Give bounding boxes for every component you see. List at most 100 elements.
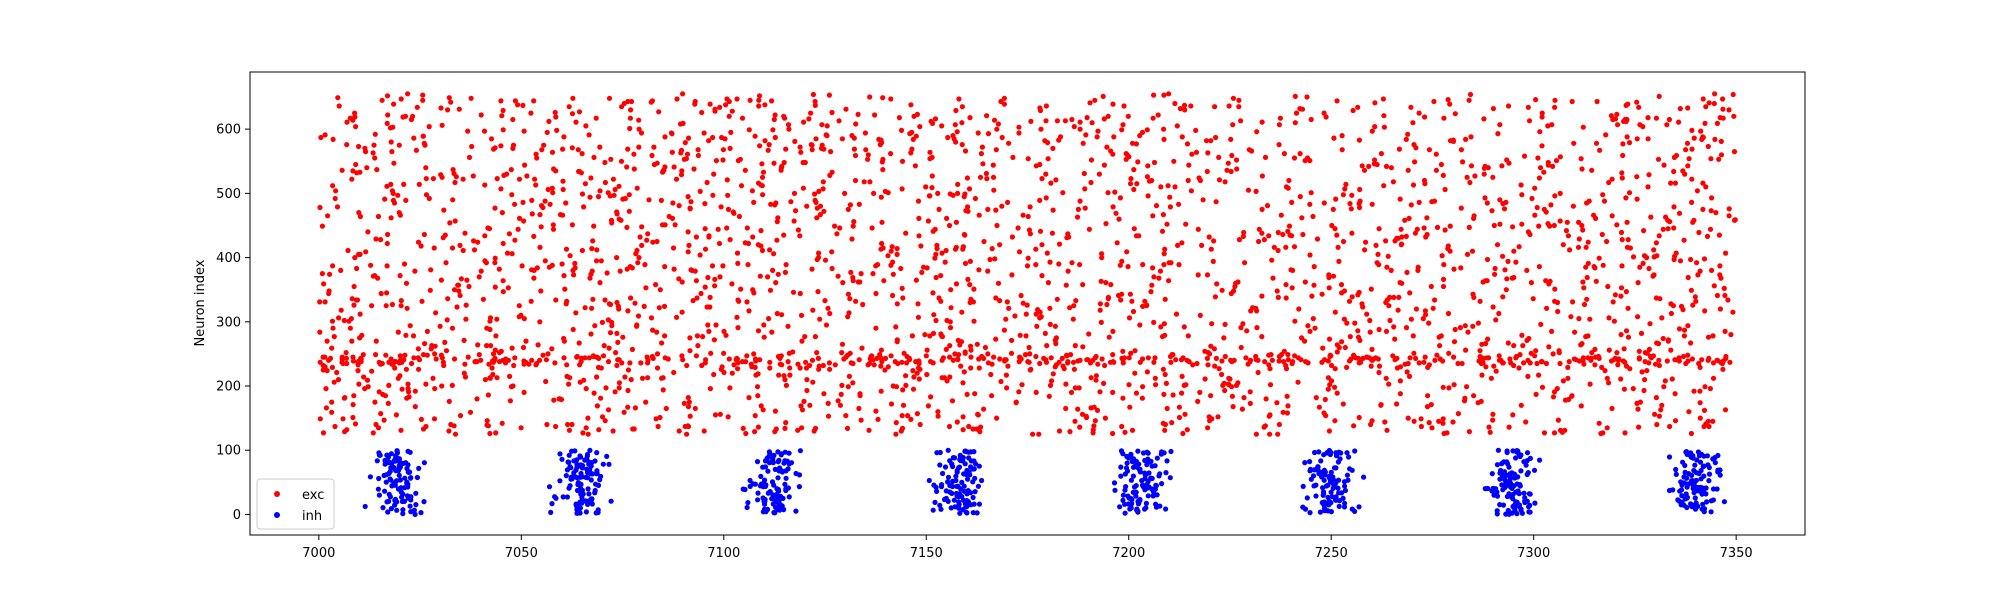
exc-spike-point	[631, 151, 637, 157]
exc-spike-point	[1609, 213, 1615, 219]
exc-spike-point	[1447, 101, 1453, 107]
exc-spike-point	[1211, 238, 1217, 244]
inh-spike-point	[1714, 486, 1720, 492]
exc-spike-point	[827, 310, 833, 317]
exc-spike-point	[550, 190, 556, 196]
exc-spike-point	[1094, 407, 1101, 413]
exc-spike-point	[955, 181, 961, 187]
inh-spike-point	[1491, 492, 1497, 498]
exc-spike-point	[626, 208, 632, 214]
exc-spike-point	[1464, 251, 1471, 257]
exc-spike-point	[658, 197, 665, 203]
exc-spike-point	[1307, 158, 1313, 164]
exc-spike-point	[1110, 101, 1116, 107]
exc-spike-point	[722, 136, 728, 142]
inh-spike-point	[566, 459, 572, 465]
exc-spike-point	[968, 347, 974, 353]
exc-spike-point	[771, 116, 777, 123]
exc-spike-point	[569, 145, 575, 151]
exc-spike-point	[1299, 106, 1306, 112]
exc-spike-point	[907, 131, 913, 137]
inh-spike-point	[951, 497, 957, 503]
exc-spike-point	[636, 255, 642, 261]
exc-spike-point	[384, 120, 390, 126]
exc-spike-point	[397, 353, 403, 359]
exc-spike-point	[1421, 225, 1427, 231]
exc-spike-point	[426, 195, 432, 202]
exc-spike-point	[1637, 399, 1643, 405]
exc-spike-point	[1413, 306, 1419, 312]
exc-spike-point	[692, 268, 698, 274]
exc-spike-point	[403, 366, 409, 372]
inh-spike-point	[1137, 469, 1143, 475]
exc-spike-point	[594, 247, 600, 253]
exc-spike-point	[586, 132, 592, 138]
exc-spike-point	[1481, 165, 1487, 171]
exc-spike-point	[1463, 347, 1469, 353]
exc-spike-point	[1211, 346, 1217, 352]
inh-spike-point	[1139, 482, 1146, 488]
exc-spike-point	[755, 328, 762, 334]
inh-spike-point	[1318, 458, 1324, 464]
exc-spike-point	[369, 303, 375, 309]
exc-spike-point	[726, 356, 732, 362]
exc-spike-point	[962, 191, 968, 197]
exc-spike-point	[1054, 118, 1060, 124]
exc-spike-point	[968, 354, 974, 360]
inh-spike-point	[954, 483, 960, 489]
exc-spike-point	[1388, 267, 1394, 273]
exc-spike-point	[467, 409, 474, 415]
exc-spike-point	[624, 266, 630, 272]
exc-spike-point	[594, 374, 600, 380]
exc-spike-point	[1580, 279, 1586, 285]
exc-spike-point	[991, 117, 998, 123]
exc-spike-point	[1267, 382, 1274, 388]
exc-spike-point	[1304, 94, 1310, 100]
exc-spike-point	[870, 271, 876, 277]
inh-spike-point	[1154, 492, 1160, 498]
exc-spike-point	[1425, 393, 1431, 399]
inh-spike-point	[966, 469, 972, 475]
inh-spike-point	[765, 468, 771, 474]
exc-spike-point	[1190, 362, 1196, 368]
exc-spike-point	[855, 111, 861, 117]
exc-spike-point	[419, 298, 425, 304]
exc-spike-point	[509, 251, 515, 257]
exc-spike-point	[1552, 286, 1558, 292]
exc-spike-point	[1378, 151, 1384, 157]
exc-spike-point	[1175, 242, 1181, 248]
inh-spike-point	[1670, 487, 1676, 493]
exc-spike-point	[846, 373, 853, 379]
exc-spike-point	[428, 267, 434, 273]
exc-spike-point	[837, 225, 843, 231]
exc-spike-point	[590, 296, 596, 302]
exc-spike-point	[547, 201, 553, 207]
exc-spike-point	[1153, 203, 1160, 209]
exc-spike-point	[1639, 369, 1645, 375]
exc-spike-point	[484, 343, 490, 349]
exc-spike-point	[1262, 359, 1268, 365]
exc-spike-point	[797, 365, 803, 371]
exc-spike-point	[317, 299, 323, 305]
exc-spike-point	[815, 289, 821, 295]
exc-spike-point	[1557, 360, 1563, 367]
inh-spike-point	[1333, 453, 1340, 459]
exc-spike-point	[493, 430, 499, 436]
exc-spike-point	[1490, 417, 1496, 423]
exc-spike-point	[1605, 283, 1611, 290]
exc-spike-point	[487, 315, 494, 321]
exc-spike-point	[1634, 196, 1640, 202]
exc-spike-point	[1127, 291, 1133, 297]
inh-spike-point	[775, 459, 781, 465]
exc-spike-point	[1255, 357, 1261, 363]
exc-spike-point	[735, 297, 741, 303]
exc-spike-point	[1053, 177, 1059, 183]
exc-spike-point	[1455, 360, 1461, 367]
exc-spike-point	[357, 213, 363, 220]
exc-spike-point	[927, 333, 933, 339]
inh-spike-point	[1167, 475, 1173, 481]
exc-spike-point	[1134, 181, 1140, 187]
inh-spike-point	[397, 477, 403, 483]
exc-spike-point	[1464, 174, 1470, 180]
exc-spike-point	[1346, 298, 1353, 304]
